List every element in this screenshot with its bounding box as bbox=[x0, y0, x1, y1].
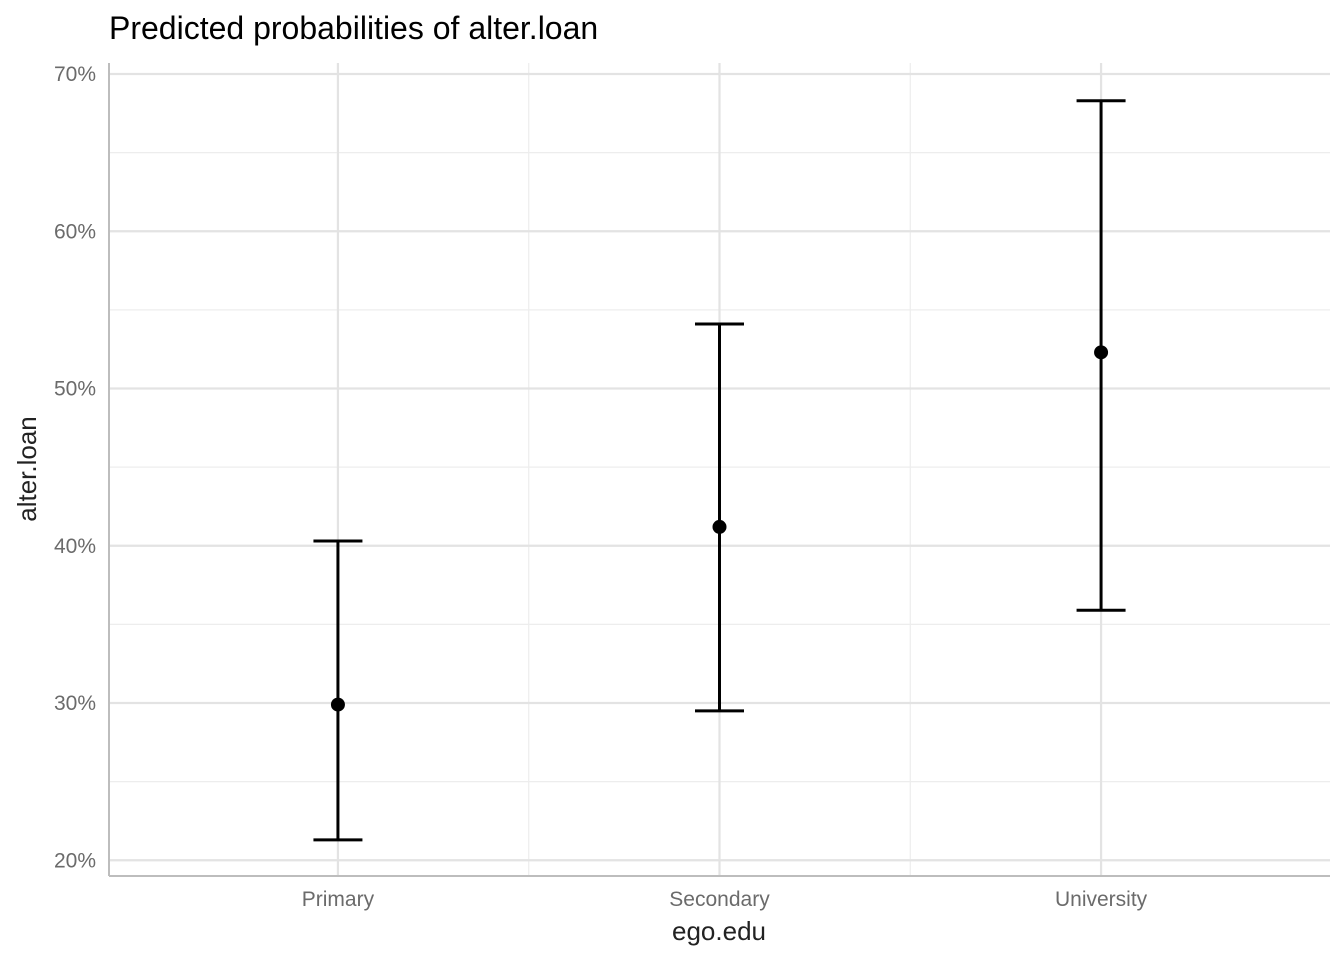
data-point-secondary bbox=[712, 519, 727, 534]
y-tick-label: 70% bbox=[54, 63, 96, 86]
data-point-university bbox=[1094, 345, 1109, 360]
errorbar-university bbox=[1076, 99, 1126, 612]
x-axis-title: ego.edu bbox=[672, 916, 766, 946]
axes bbox=[108, 63, 1330, 877]
data-point-primary bbox=[330, 697, 345, 712]
x-tick-labels: Primary Secondary University bbox=[302, 888, 1148, 911]
errorbar-primary bbox=[313, 539, 363, 842]
y-tick-label: 30% bbox=[54, 692, 96, 715]
chart-title: Predicted probabilities of alter.loan bbox=[109, 10, 598, 46]
y-tick-label: 20% bbox=[54, 849, 96, 872]
data-marks bbox=[313, 99, 1126, 842]
x-tick-label: Primary bbox=[302, 888, 375, 911]
y-tick-label: 50% bbox=[54, 378, 96, 401]
y-tick-labels: 20% 30% 40% 50% 60% 70% bbox=[54, 63, 96, 872]
errorbar-secondary bbox=[695, 322, 744, 713]
x-tick-label: University bbox=[1055, 888, 1148, 911]
y-axis-title: alter.loan bbox=[12, 416, 42, 522]
y-tick-label: 40% bbox=[54, 535, 96, 558]
x-tick-label: Secondary bbox=[669, 888, 770, 911]
y-tick-label: 60% bbox=[54, 220, 96, 243]
